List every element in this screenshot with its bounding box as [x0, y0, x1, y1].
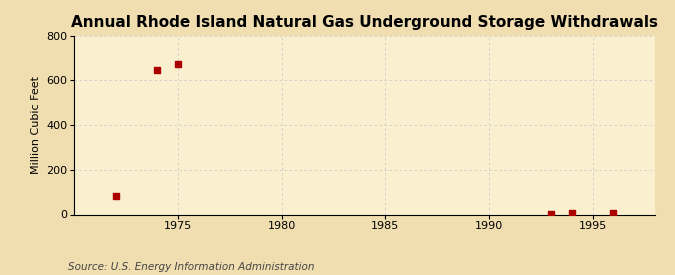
Text: Source: U.S. Energy Information Administration: Source: U.S. Energy Information Administ… — [68, 262, 314, 272]
Point — [152, 68, 163, 72]
Point — [173, 62, 184, 67]
Point — [545, 211, 556, 216]
Point — [608, 211, 619, 216]
Point — [110, 193, 121, 198]
Point — [566, 211, 577, 216]
Title: Annual Rhode Island Natural Gas Underground Storage Withdrawals: Annual Rhode Island Natural Gas Undergro… — [71, 15, 658, 31]
Y-axis label: Million Cubic Feet: Million Cubic Feet — [30, 76, 40, 174]
